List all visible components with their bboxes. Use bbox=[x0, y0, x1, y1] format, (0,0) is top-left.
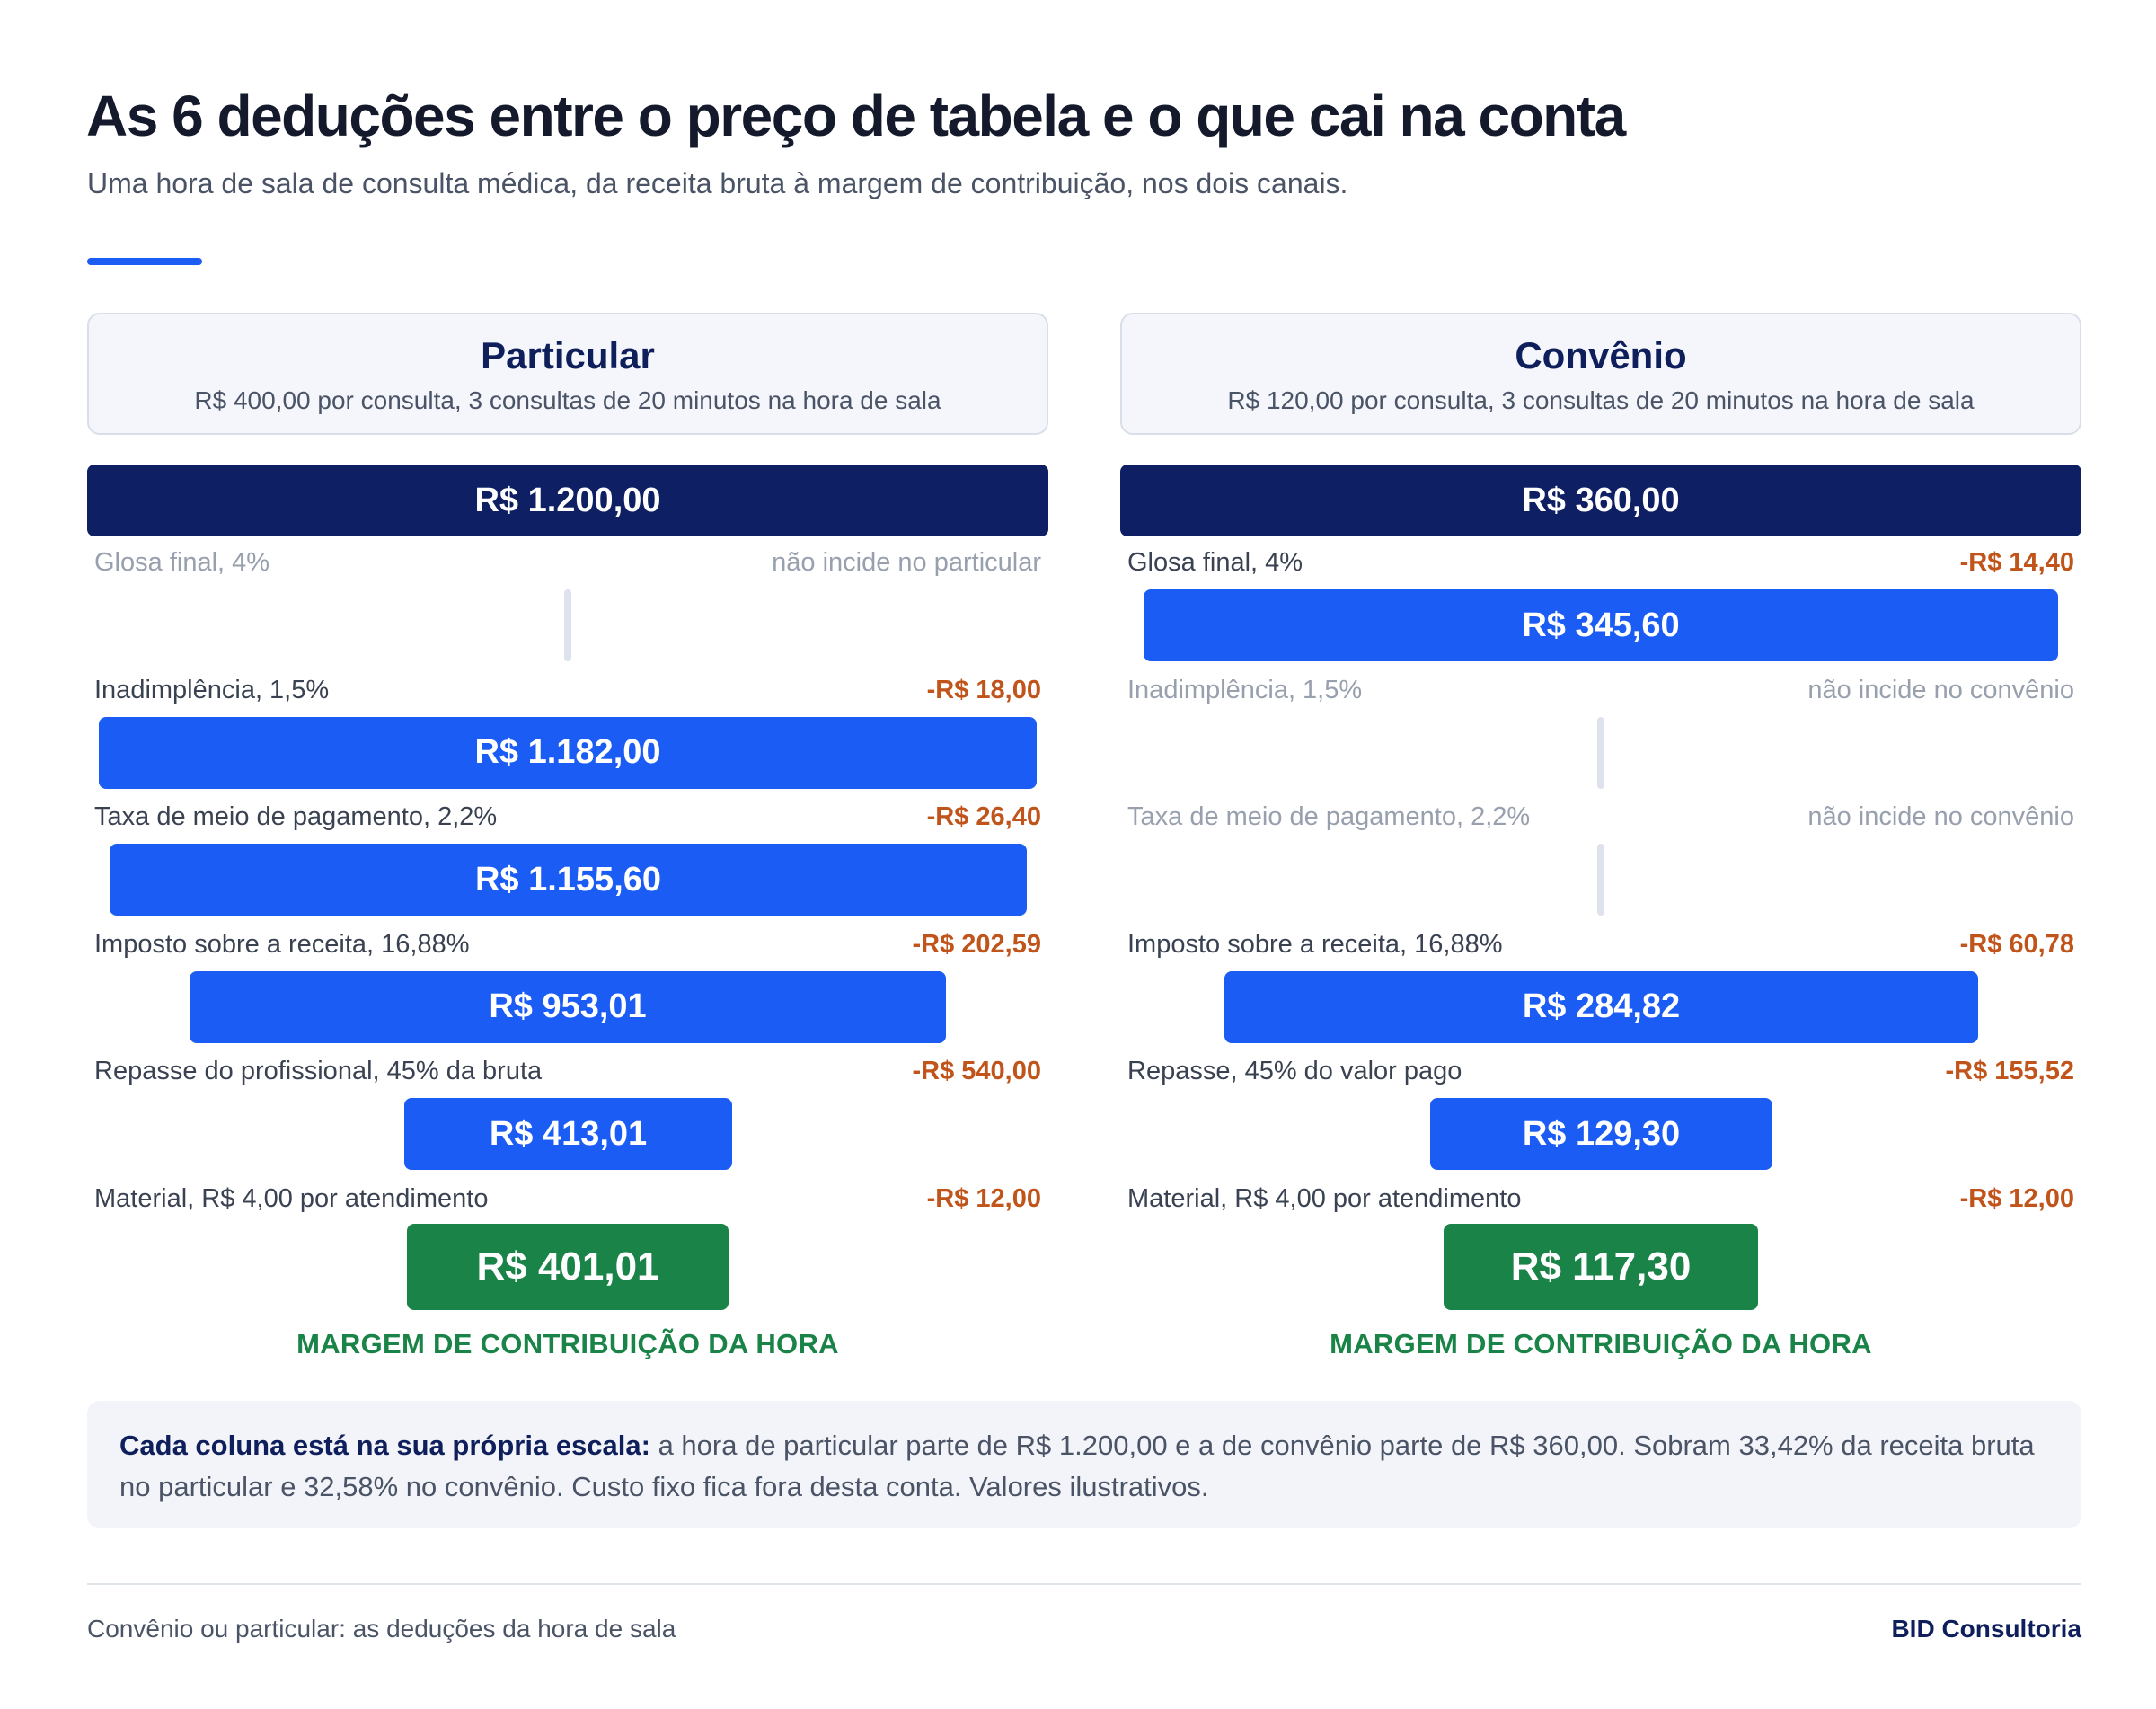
column-title: Particular bbox=[481, 334, 655, 376]
final-caption: MARGEM DE CONTRIBUIÇÃO DA HORA bbox=[296, 1328, 839, 1359]
page-subtitle: Uma hora de sala de consulta médica, da … bbox=[87, 167, 1348, 199]
scale-note: Cada coluna está na sua própria escala: … bbox=[87, 1401, 2081, 1528]
remaining-value-bar: R$ 413,01 bbox=[404, 1098, 732, 1171]
step-deduction: -R$ 60,78 bbox=[1959, 929, 2074, 959]
step-label: Glosa final, 4% bbox=[1127, 548, 1303, 577]
step-label: Imposto sobre a receita, 16,88% bbox=[1127, 929, 1503, 959]
remaining-value-bar: R$ 345,60 bbox=[1144, 589, 2058, 661]
gross-revenue-bar: R$ 1.200,00 bbox=[87, 465, 1048, 536]
remaining-value-bar: R$ 129,30 bbox=[1430, 1098, 1772, 1171]
scale-note-bold: Cada coluna está na sua própria escala: bbox=[119, 1430, 650, 1461]
step-deduction: -R$ 14,40 bbox=[1959, 548, 2074, 577]
column-title: Convênio bbox=[1515, 334, 1687, 376]
step-not-applicable: não incide no convênio bbox=[1807, 675, 2074, 704]
step-label: Repasse, 45% do valor pago bbox=[1127, 1057, 1462, 1086]
step-not-applicable: não incide no convênio bbox=[1807, 802, 2074, 832]
gross-revenue-bar: R$ 360,00 bbox=[1120, 465, 2081, 536]
remaining-value-bar: R$ 284,82 bbox=[1224, 970, 1978, 1043]
step-deduction: -R$ 155,52 bbox=[1945, 1057, 2075, 1086]
step-label: Taxa de meio de pagamento, 2,2% bbox=[94, 802, 498, 832]
step-label: Taxa de meio de pagamento, 2,2% bbox=[1127, 802, 1531, 832]
column-particular: Particular R$ 400,00 por consulta, 3 con… bbox=[87, 0, 1048, 1420]
step-deduction: -R$ 12,00 bbox=[1959, 1184, 2074, 1213]
step-label: Imposto sobre a receita, 16,88% bbox=[94, 929, 470, 959]
contribution-margin-bar: R$ 401,01 bbox=[407, 1224, 729, 1310]
footer-caption: Convênio ou particular: as deduções da h… bbox=[87, 1615, 676, 1643]
step-deduction: -R$ 540,00 bbox=[912, 1057, 1042, 1086]
remaining-value-bar: R$ 1.155,60 bbox=[110, 844, 1027, 916]
scale-note-text: a hora de particular parte de R$ 1.200,0… bbox=[119, 1430, 2035, 1502]
step-deduction: -R$ 18,00 bbox=[926, 675, 1041, 704]
contribution-margin-bar: R$ 117,30 bbox=[1444, 1224, 1758, 1310]
step-label: Glosa final, 4% bbox=[94, 548, 270, 577]
step-deduction: -R$ 26,40 bbox=[926, 802, 1041, 832]
skip-connector bbox=[1597, 716, 1604, 789]
step-label: Repasse do profissional, 45% da bruta bbox=[94, 1057, 543, 1086]
column-description: R$ 400,00 por consulta, 3 consultas de 2… bbox=[194, 386, 941, 414]
footer-divider bbox=[87, 1583, 2081, 1585]
column-header: Particular R$ 400,00 por consulta, 3 con… bbox=[87, 313, 1048, 435]
step-label: Material, R$ 4,00 por atendimento bbox=[94, 1184, 489, 1213]
skip-connector bbox=[564, 589, 571, 661]
page-title: As 6 deduções entre o preço de tabela e … bbox=[86, 84, 1626, 148]
footer-brand: BID Consultoria bbox=[1891, 1615, 2081, 1643]
column-description: R$ 120,00 por consulta, 3 consultas de 2… bbox=[1227, 386, 1975, 414]
step-label: Inadimplência, 1,5% bbox=[1127, 675, 1363, 704]
skip-connector bbox=[1597, 844, 1604, 916]
column-header: Convênio R$ 120,00 por consulta, 3 consu… bbox=[1120, 313, 2081, 435]
step-label: Inadimplência, 1,5% bbox=[94, 675, 330, 704]
step-label: Material, R$ 4,00 por atendimento bbox=[1127, 1184, 1522, 1213]
final-caption: MARGEM DE CONTRIBUIÇÃO DA HORA bbox=[1330, 1328, 1872, 1359]
remaining-value-bar: R$ 953,01 bbox=[190, 970, 946, 1043]
step-deduction: -R$ 12,00 bbox=[926, 1184, 1041, 1213]
remaining-value-bar: R$ 1.182,00 bbox=[99, 716, 1037, 789]
column-convenio: Convênio R$ 120,00 por consulta, 3 consu… bbox=[1120, 0, 2081, 1420]
step-deduction: -R$ 202,59 bbox=[912, 929, 1042, 959]
step-not-applicable: não incide no particular bbox=[772, 548, 1041, 577]
accent-rule bbox=[87, 258, 202, 265]
